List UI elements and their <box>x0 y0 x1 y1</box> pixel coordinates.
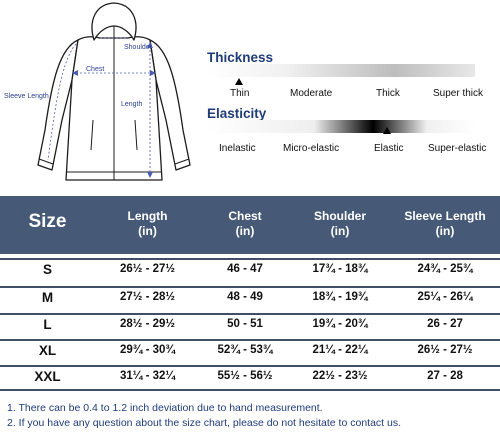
header-chest-label: Chest <box>228 209 262 223</box>
sleeve-length-cell: 26½ - 27½ <box>417 344 473 356</box>
chest-cell: 50 - 51 <box>227 318 263 330</box>
chest-cell: 55½ - 56½ <box>217 370 273 382</box>
sleeve-length-cell: 24¾ - 25¾ <box>417 263 473 275</box>
size-cell: S <box>42 262 52 277</box>
chest-label: Chest <box>86 66 105 73</box>
length-cell: 28½ - 29½ <box>120 318 175 330</box>
thickness-bar <box>207 64 475 77</box>
header-length-label: Length <box>127 209 168 223</box>
length-label: Length <box>121 101 143 108</box>
size-cell: XL <box>38 343 57 358</box>
size-cell: M <box>41 290 54 305</box>
header-size: Size <box>0 211 95 233</box>
sleeve-length-cell: 25¼ - 26¼ <box>417 291 473 303</box>
elasticity-bar <box>207 120 475 133</box>
shoulder-cell: 18¾ - 19¾ <box>312 291 368 303</box>
elasticity-option-inelastic: Inelastic <box>219 143 256 154</box>
elasticity-option-micro-elastic: Micro-elastic <box>283 143 340 154</box>
header-sleeve-length-label: Sleeve Length <box>404 209 486 223</box>
shoulder-cell: 17¾ - 18¾ <box>312 263 368 275</box>
elasticity-marker-icon <box>383 127 391 134</box>
length-cell: 29¾ - 30¾ <box>120 344 175 356</box>
table-row: M 27½ - 28½ 48 - 49 18¾ - 19¾ 25¼ - 26¼ <box>0 286 500 310</box>
note-contact-us: 2. If you have any question about the si… <box>7 417 402 429</box>
length-cell: 27½ - 28½ <box>120 291 175 303</box>
table-row: XL 29¾ - 30¾ 52¾ - 53¾ 21¼ - 22¼ 26½ - 2… <box>0 339 500 363</box>
shoulder-label: Shoulder <box>124 44 153 51</box>
jacket-diagram: Shoulder Chest Sleeve Length Length <box>0 0 200 195</box>
note-measurement-deviation: 1. There can be 0.4 to 1.2 inch deviatio… <box>7 402 323 414</box>
table-header: Size Length (in) Chest (in) Shoulder (in… <box>0 196 500 254</box>
chest-cell: 52¾ - 53¾ <box>217 344 273 356</box>
shoulder-cell: 22½ - 23½ <box>312 370 368 382</box>
thickness-option-moderate: Moderate <box>290 88 333 99</box>
shoulder-cell: 19¾ - 20¾ <box>312 318 368 330</box>
header-size-label: Size <box>28 211 67 232</box>
header-shoulder-unit: (in) <box>330 224 350 238</box>
header-sleeve-length: Sleeve Length (in) <box>390 209 500 239</box>
chest-cell: 48 - 49 <box>227 291 263 303</box>
shoulder-cell: 21¼ - 22¼ <box>312 344 368 356</box>
jacket-illustration <box>37 2 191 181</box>
header-length-unit: (in) <box>138 224 157 238</box>
length-cell: 26½ - 27½ <box>120 263 175 275</box>
header-sleeve-length-unit: (in) <box>435 224 455 238</box>
thickness-title: Thickness <box>207 50 274 65</box>
elasticity-title: Elasticity <box>207 106 267 121</box>
header-chest: Chest (in) <box>200 209 290 239</box>
header-length: Length (in) <box>95 209 200 239</box>
table-bottom-border <box>0 389 500 391</box>
table-row: S 26½ - 27½ 46 - 47 17¾ - 18¾ 24¾ - 25¾ <box>0 258 500 282</box>
length-cell: 31¼ - 32¼ <box>120 370 175 382</box>
sleeve-length-cell: 26 - 27 <box>427 318 463 330</box>
header-chest-unit: (in) <box>235 224 255 238</box>
size-cell: XXL <box>34 369 61 384</box>
chest-cell: 46 - 47 <box>227 263 263 275</box>
thickness-marker-icon <box>235 78 243 85</box>
size-cell: L <box>43 317 52 332</box>
thickness-option-super-thick: Super thick <box>433 88 484 99</box>
thickness-option-thick: Thick <box>376 88 400 99</box>
elasticity-option-super-elastic: Super-elastic <box>428 143 487 154</box>
header-shoulder-label: Shoulder <box>313 209 366 223</box>
table-row: XXL 31¼ - 32¼ 55½ - 56½ 22½ - 23½ 27 - 2… <box>0 365 500 389</box>
thickness-option-thin: Thin <box>230 88 250 99</box>
header-shoulder: Shoulder (in) <box>290 209 390 239</box>
sleeve-length-label: Sleeve Length <box>4 93 49 100</box>
table-row: L 28½ - 29½ 50 - 51 19¾ - 20¾ 26 - 27 <box>0 313 500 337</box>
sleeve-length-cell: 27 - 28 <box>427 370 463 382</box>
elasticity-option-elastic: Elastic <box>374 143 404 154</box>
